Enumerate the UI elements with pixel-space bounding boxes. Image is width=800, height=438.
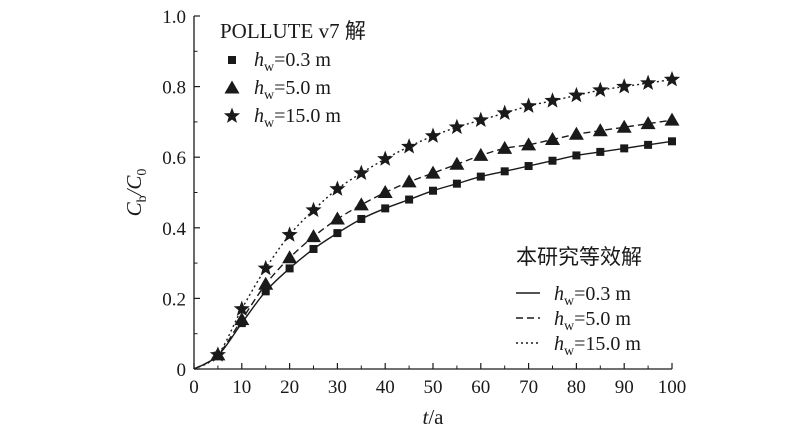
point-star — [448, 118, 465, 135]
point-star — [496, 104, 513, 120]
point-square — [476, 172, 485, 181]
point-square — [405, 195, 414, 204]
point-square — [381, 204, 390, 213]
point-square — [357, 214, 366, 223]
point-triangle — [353, 197, 369, 211]
legend-markers-entry: hw=0.3 m — [254, 49, 331, 75]
legend-lines-entry: hw=15.0 m — [554, 333, 641, 359]
point-square — [644, 140, 653, 149]
x-tick-label: 40 — [376, 377, 395, 398]
point-star — [209, 346, 226, 362]
point-triangle — [473, 147, 489, 161]
legend-markers-entry: hw=5.0 m — [254, 77, 331, 103]
point-triangle — [282, 250, 298, 264]
legend-markers-entry: hw=15.0 m — [254, 105, 341, 131]
x-tick-label: 90 — [615, 377, 634, 398]
point-star — [281, 226, 298, 242]
point-star — [592, 81, 609, 97]
point-star — [329, 180, 346, 196]
point-square — [524, 162, 533, 171]
point-square — [548, 156, 557, 165]
x-tick-label: 100 — [658, 377, 687, 398]
point-square — [429, 186, 437, 195]
point-square — [285, 264, 294, 273]
point-star — [544, 92, 561, 108]
curve-hw-5.0 — [193, 119, 673, 370]
y-axis-title: Cb/C0 — [122, 169, 150, 217]
point-star — [424, 127, 442, 143]
point-triangle — [616, 119, 632, 133]
point-triangle — [306, 229, 321, 243]
point-star — [663, 71, 681, 87]
y-tick-label: 0.8 — [162, 78, 186, 99]
legend-markers: POLLUTE v7 解 hw=0.3 mhw=5.0 mhw=15.0 m — [220, 19, 366, 131]
point-square — [333, 229, 342, 238]
legend-lines-title: 本研究等效解 — [516, 245, 642, 269]
point-triangle — [592, 123, 608, 137]
curve-hw-15.0 — [193, 78, 673, 370]
y-tick-label: 0 — [177, 360, 187, 381]
point-square — [452, 179, 461, 188]
y-tick-label: 0.6 — [162, 148, 186, 169]
legend-marker-star — [223, 107, 241, 123]
x-tick-label: 10 — [232, 377, 251, 398]
x-tick-label: 50 — [424, 377, 443, 398]
point-triangle — [234, 312, 250, 326]
point-triangle — [377, 185, 393, 198]
point-square — [309, 244, 318, 253]
point-square — [620, 144, 629, 153]
point-square — [668, 137, 676, 146]
legend-lines-entry: hw=5.0 m — [554, 308, 631, 334]
point-star — [568, 86, 585, 103]
point-star — [353, 164, 370, 180]
point-star — [305, 201, 322, 217]
x-tick-label: 20 — [280, 377, 299, 398]
x-tick-label: 30 — [328, 377, 347, 398]
point-triangle — [664, 112, 680, 126]
point-triangle — [425, 165, 441, 179]
point-star — [472, 111, 489, 127]
point-triangle — [640, 116, 656, 130]
point-square — [596, 147, 605, 156]
legend-marker-square — [228, 56, 236, 64]
point-triangle — [568, 126, 584, 140]
point-triangle — [545, 132, 560, 146]
y-tick-label: 0.2 — [162, 289, 186, 310]
x-tick-label: 80 — [567, 377, 586, 398]
x-tick-label: 0 — [189, 377, 199, 398]
point-square — [572, 151, 581, 160]
point-star — [520, 97, 537, 113]
markers — [209, 71, 681, 362]
point-triangle — [401, 174, 417, 188]
point-star — [616, 78, 633, 94]
legend-marker-triangle — [224, 80, 240, 94]
point-star — [401, 138, 418, 154]
point-triangle — [329, 211, 345, 225]
point-star — [233, 300, 250, 316]
point-star — [640, 74, 657, 90]
y-tick-label: 1.0 — [162, 7, 186, 28]
point-star — [377, 150, 394, 166]
legend-markers-title: POLLUTE v7 解 — [220, 19, 366, 43]
point-star — [257, 259, 274, 276]
x-tick-label: 60 — [471, 377, 490, 398]
point-triangle — [497, 140, 513, 154]
x-axis-title: t/a — [423, 405, 445, 429]
x-tick-label: 70 — [519, 377, 538, 398]
y-tick-label: 0.4 — [162, 219, 186, 240]
point-triangle — [449, 156, 465, 170]
axes: 0 10 20 30 40 50 60 70 80 90 100 0 0.2 0.4 0.6 0.8 1.0 t/… — [122, 7, 686, 429]
point-triangle — [521, 137, 537, 151]
point-square — [261, 287, 270, 296]
point-triangle — [258, 276, 274, 290]
point-square — [500, 167, 509, 176]
legend-lines-entry: hw=0.3 m — [554, 283, 631, 309]
legend-lines: 本研究等效解 hw=0.3 mhw=5.0 mhw=15.0 m — [516, 245, 642, 359]
